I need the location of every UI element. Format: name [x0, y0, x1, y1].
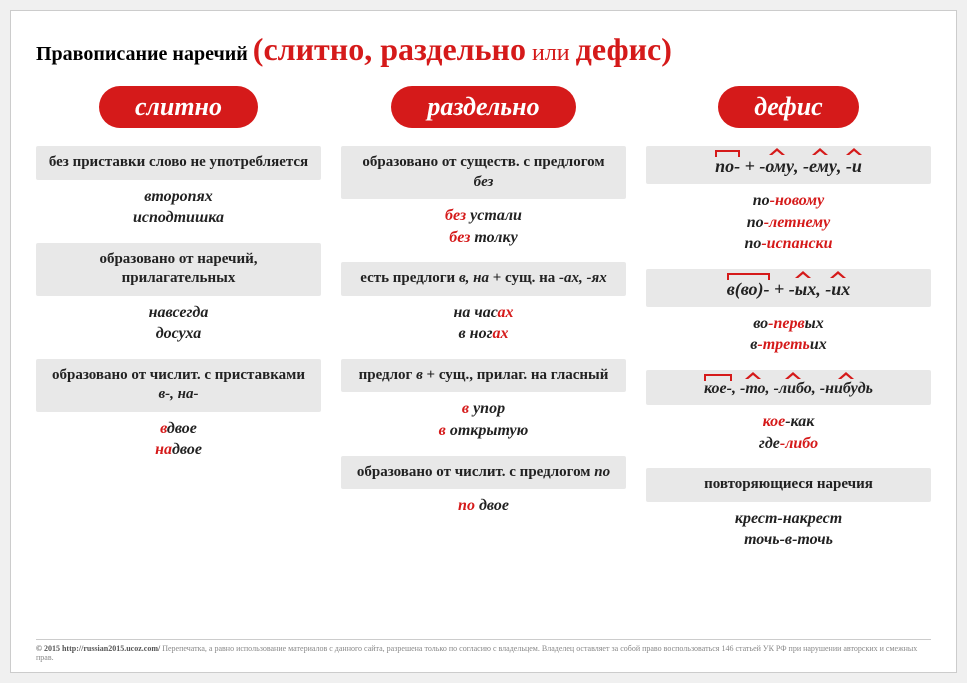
examples: на часах в ногах	[454, 302, 514, 345]
rule-box: предлог в + сущ., прилаг. на гласный	[341, 359, 626, 393]
column-razdelno: раздельно образовано от существ. с предл…	[341, 86, 626, 639]
examples: кое-как где-либо	[759, 411, 818, 454]
footer: © 2015 http://russian2015.ucoz.com/ Пере…	[36, 639, 931, 662]
examples: крест-накрест точь-в-точь	[735, 508, 842, 551]
pattern-box: кое-, -то, -либо, -нибудь	[646, 370, 931, 405]
pattern-box: по- + -ому, -ему, -и	[646, 146, 931, 184]
rule-box: повторяющиеся наречия	[646, 468, 931, 502]
examples: навсегда досуха	[149, 302, 209, 345]
title-paren-open: (	[253, 31, 264, 67]
examples: во-первых в-третьих	[750, 313, 826, 356]
rule-box: образовано от числит. с предлогом по	[341, 456, 626, 490]
main-title: Правописание наречий (слитно, раздельно …	[36, 31, 931, 68]
title-prefix: Правописание наречий	[36, 43, 253, 65]
rule-box: без приставки слово не употребляется	[36, 146, 321, 180]
examples: по-новому по-летнему по-испански	[744, 190, 832, 255]
column-header: дефис	[718, 86, 858, 128]
examples: второпях исподтишка	[133, 186, 224, 229]
rule-box: образовано от существ. с предлогом без	[341, 146, 626, 199]
column-header: раздельно	[391, 86, 575, 128]
columns-container: слитно без приставки слово не употребляе…	[36, 86, 931, 639]
column-defis: дефис по- + -ому, -ему, -и по-новому по-…	[646, 86, 931, 639]
examples: по двое	[458, 495, 509, 517]
rule-box: образовано от наречий, прилагательных	[36, 243, 321, 296]
column-header: слитно	[99, 86, 258, 128]
examples: без устали без толку	[445, 205, 522, 248]
examples: в упор в открытую	[439, 398, 529, 441]
title-word-3: дефис	[576, 31, 662, 67]
rule-box: образовано от числит. с приставками в-, …	[36, 359, 321, 412]
title-word-1: слитно	[263, 31, 364, 67]
column-slitno: слитно без приставки слово не употребляе…	[36, 86, 321, 639]
pattern-box: в(во)- + -ых, -их	[646, 269, 931, 307]
rule-box: есть предлоги в, на + сущ. на -ах, -ях	[341, 262, 626, 296]
title-word-2: раздельно	[380, 31, 526, 67]
examples: вдвое надвое	[155, 418, 202, 461]
page: Правописание наречий (слитно, раздельно …	[10, 10, 957, 673]
